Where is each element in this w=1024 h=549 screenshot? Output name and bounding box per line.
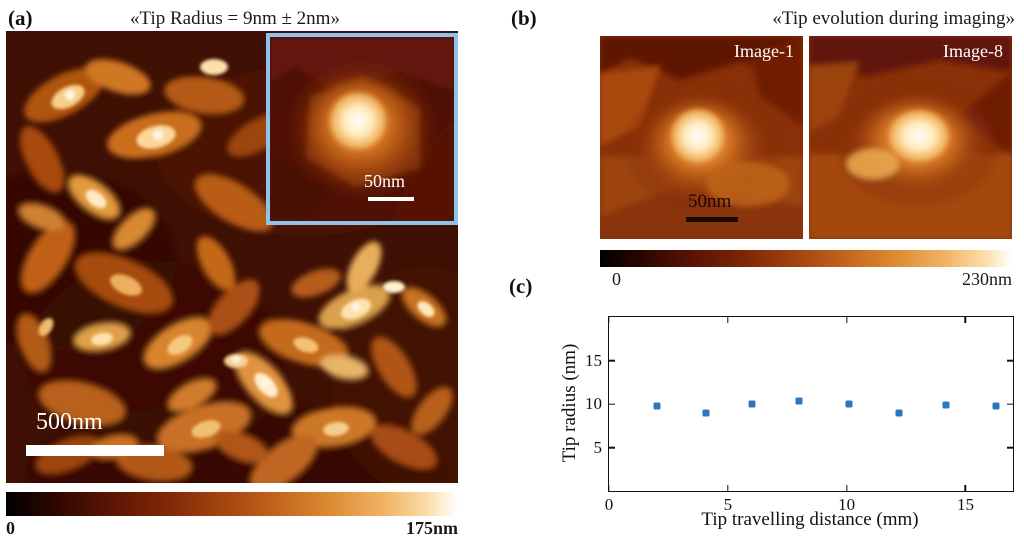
- plot-area: 0 5 10 15 5 10 15: [585, 316, 1014, 514]
- colorbar-a-max: 175nm: [405, 518, 458, 538]
- scalebar-label-50nm-b: 50nm: [688, 191, 732, 212]
- colorbar-b-min: 0: [612, 269, 621, 289]
- colorbar-a: [6, 492, 458, 516]
- x-tick: [845, 485, 848, 491]
- image-8-label: Image-8: [943, 41, 1003, 61]
- image-1-label: Image-1: [734, 41, 794, 61]
- x-tick-mirror: [727, 317, 729, 323]
- x-tick-label: 0: [604, 495, 614, 514]
- x-tick: [964, 485, 967, 491]
- data-point: [653, 402, 661, 410]
- data-point: [795, 397, 803, 405]
- panel-b-title: «Tip evolution during imaging»: [772, 8, 1015, 29]
- tip-image-8-render: [809, 36, 1012, 239]
- x-tick-label: 5: [723, 495, 733, 514]
- x-tick-label: 15: [956, 495, 974, 514]
- colorbar-b-max: 230nm: [961, 269, 1012, 289]
- data-point: [992, 402, 1000, 410]
- x-tick-label: 10: [838, 495, 856, 514]
- scalebar-label-500nm: 500nm: [36, 409, 103, 435]
- tip-image-1: Image-1 50nm: [600, 36, 803, 239]
- y-tick-label: 15: [585, 350, 602, 370]
- data-point: [845, 400, 853, 408]
- tip-inset-image: 50nm: [266, 33, 458, 225]
- y-tick-mirror: [1007, 359, 1013, 362]
- tip-inset-render: [270, 37, 454, 221]
- x-tick: [608, 485, 610, 491]
- panel-a-title: «Tip Radius = 9nm ± 2nm»: [130, 8, 340, 29]
- y-axis-label: Tip radius (nm): [559, 343, 580, 463]
- x-tick-mirror: [608, 317, 610, 323]
- data-point: [895, 409, 903, 417]
- x-tick-mirror: [964, 317, 967, 323]
- data-point: [702, 409, 710, 417]
- scalebar-50nm-b: [686, 217, 738, 222]
- y-tick: [609, 446, 615, 449]
- colorbar-b: [600, 250, 1012, 267]
- y-tick: [609, 359, 615, 362]
- scalebar-500nm: [26, 445, 164, 456]
- y-tick-label: 10: [585, 394, 602, 413]
- y-tick-mirror: [1007, 446, 1013, 449]
- inset-scalebar: [368, 197, 414, 201]
- data-point: [942, 401, 950, 409]
- inset-scalebar-label: 50nm: [364, 171, 406, 191]
- tip-image-8: Image-8: [809, 36, 1012, 239]
- y-tick-label: 5: [593, 437, 603, 457]
- panel-b-label: (b): [511, 6, 537, 30]
- y-tick: [609, 403, 615, 405]
- y-tick-mirror: [1007, 403, 1013, 405]
- afm-topography-image: 50nm 500nm: [6, 31, 458, 483]
- panel-a-label: (a): [8, 6, 33, 30]
- data-point: [748, 400, 756, 408]
- tip-image-1-render: [600, 36, 803, 239]
- panel-c-label: (c): [509, 274, 533, 298]
- x-tick: [727, 485, 729, 491]
- colorbar-a-min: 0: [6, 518, 15, 538]
- x-tick-mirror: [845, 317, 848, 323]
- x-axis-label: Tip travelling distance (mm): [701, 509, 919, 530]
